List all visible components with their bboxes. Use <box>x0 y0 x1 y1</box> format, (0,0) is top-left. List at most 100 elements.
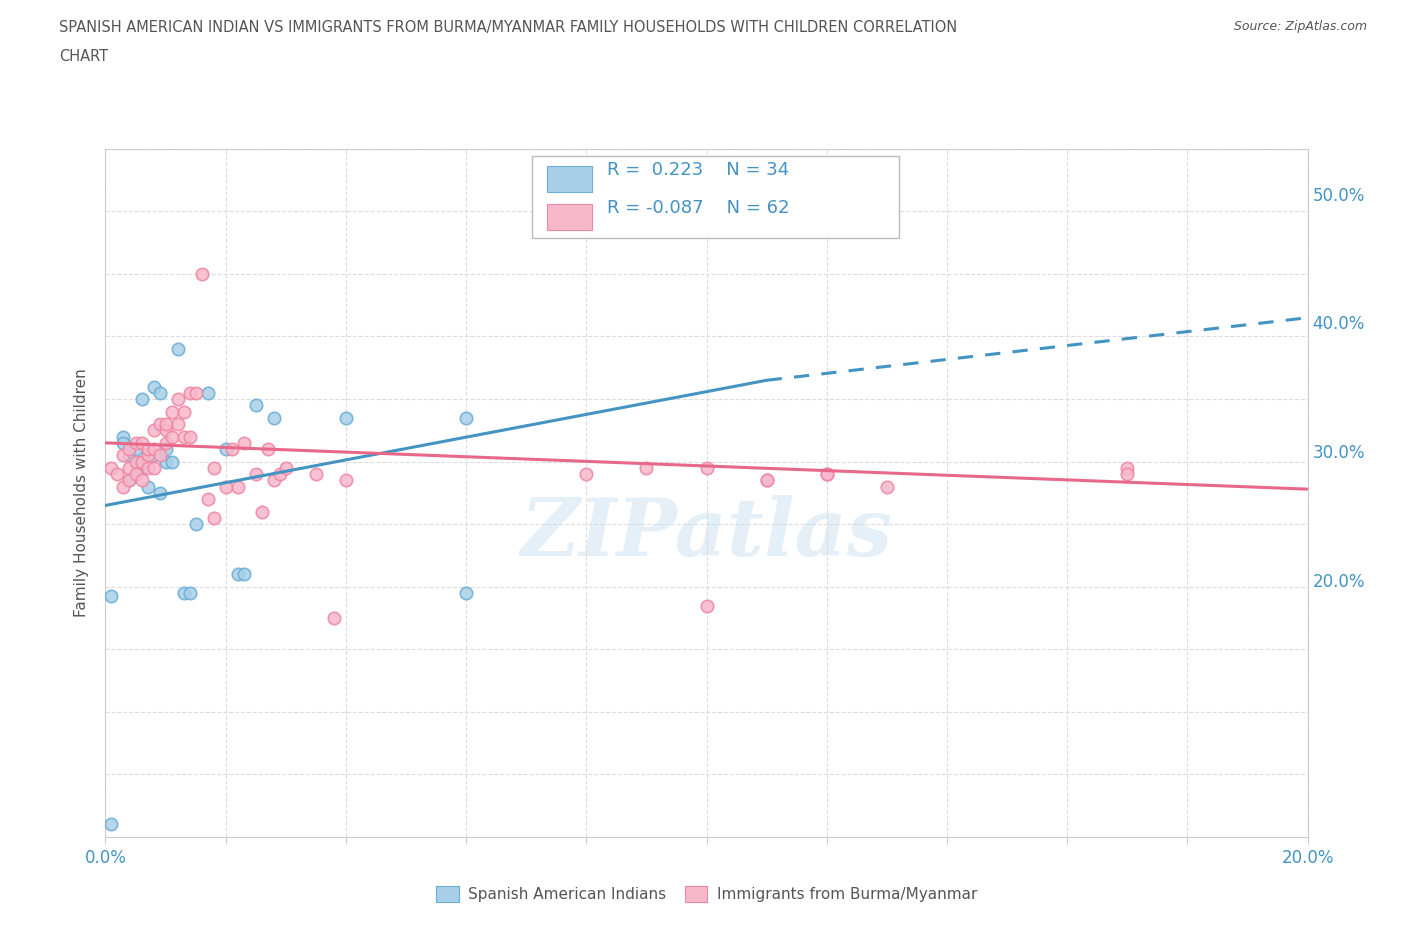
Point <box>696 460 718 475</box>
Point <box>131 460 153 475</box>
Point <box>1116 460 1139 475</box>
Point <box>755 473 778 488</box>
FancyBboxPatch shape <box>533 155 898 238</box>
Point <box>142 379 165 394</box>
Point <box>335 410 357 425</box>
Point <box>250 504 273 519</box>
Point <box>755 473 778 488</box>
Point <box>179 586 201 601</box>
Point <box>197 492 219 507</box>
Point <box>263 473 285 488</box>
Point <box>155 423 177 438</box>
Text: SPANISH AMERICAN INDIAN VS IMMIGRANTS FROM BURMA/MYANMAR FAMILY HOUSEHOLDS WITH : SPANISH AMERICAN INDIAN VS IMMIGRANTS FR… <box>59 20 957 35</box>
Point <box>184 517 207 532</box>
Point <box>100 588 122 603</box>
Point <box>155 417 177 432</box>
Point <box>179 385 201 400</box>
Text: Source: ZipAtlas.com: Source: ZipAtlas.com <box>1233 20 1367 33</box>
Legend: Spanish American Indians, Immigrants from Burma/Myanmar: Spanish American Indians, Immigrants fro… <box>430 881 983 909</box>
Point <box>245 467 267 482</box>
Point <box>575 467 598 482</box>
Point <box>173 586 195 601</box>
Point <box>136 448 159 463</box>
Point <box>118 448 141 463</box>
Point <box>274 460 297 475</box>
Point <box>245 398 267 413</box>
Point <box>118 442 141 457</box>
Point <box>173 405 195 419</box>
Point <box>124 467 146 482</box>
Point <box>160 429 183 444</box>
Point <box>131 473 153 488</box>
Point <box>232 435 254 450</box>
Point <box>124 435 146 450</box>
Point <box>136 479 159 494</box>
Point <box>131 435 153 450</box>
Point <box>124 467 146 482</box>
Point <box>100 817 122 832</box>
Text: R = -0.087    N = 62: R = -0.087 N = 62 <box>607 199 789 218</box>
Point <box>876 479 898 494</box>
Point <box>322 611 344 626</box>
Point <box>136 460 159 475</box>
Point <box>173 429 195 444</box>
Point <box>166 417 188 432</box>
Point <box>226 566 249 581</box>
Point <box>815 467 838 482</box>
Point <box>214 479 236 494</box>
Point <box>118 473 141 488</box>
Text: ZIPatlas: ZIPatlas <box>520 496 893 573</box>
Point <box>155 442 177 457</box>
Point <box>232 566 254 581</box>
Text: CHART: CHART <box>59 49 108 64</box>
Point <box>256 442 278 457</box>
Point <box>142 448 165 463</box>
Point <box>131 454 153 469</box>
Point <box>124 454 146 469</box>
Point <box>112 435 135 450</box>
Point <box>148 385 170 400</box>
Point <box>131 454 153 469</box>
FancyBboxPatch shape <box>547 204 592 230</box>
Point <box>815 467 838 482</box>
Point <box>118 460 141 475</box>
Point <box>131 392 153 406</box>
Point <box>269 467 291 482</box>
Point <box>454 586 477 601</box>
Point <box>190 267 212 282</box>
Point <box>454 410 477 425</box>
Point <box>179 429 201 444</box>
Point <box>636 460 658 475</box>
Point <box>148 485 170 500</box>
Point <box>112 429 135 444</box>
Point <box>221 442 243 457</box>
Point <box>112 479 135 494</box>
Point <box>148 417 170 432</box>
Point <box>166 392 188 406</box>
Point <box>136 442 159 457</box>
Point <box>148 448 170 463</box>
Y-axis label: Family Households with Children: Family Households with Children <box>75 368 90 618</box>
Point <box>166 341 188 356</box>
Point <box>263 410 285 425</box>
Point <box>197 385 219 400</box>
Point <box>226 479 249 494</box>
Point <box>142 442 165 457</box>
Point <box>124 442 146 457</box>
Point <box>202 511 225 525</box>
Point <box>118 473 141 488</box>
Point <box>160 454 183 469</box>
Point <box>202 460 225 475</box>
Point <box>155 435 177 450</box>
Point <box>142 423 165 438</box>
Point <box>142 460 165 475</box>
Point <box>184 385 207 400</box>
Point <box>112 448 135 463</box>
Point <box>107 467 129 482</box>
Point <box>1116 467 1139 482</box>
Point <box>100 460 122 475</box>
Point <box>696 598 718 613</box>
Point <box>124 454 146 469</box>
Point <box>696 217 718 232</box>
Point <box>214 442 236 457</box>
